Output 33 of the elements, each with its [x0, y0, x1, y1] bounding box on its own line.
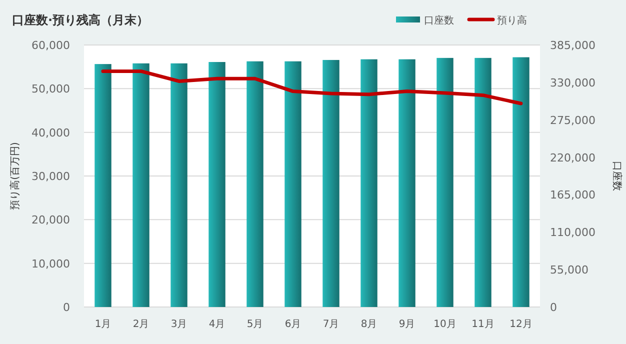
y-tick-label: 30,000 — [32, 170, 70, 183]
x-tick-label: 4月 — [208, 319, 226, 330]
x-tick-label: 3月 — [170, 319, 188, 330]
x-tick-label: 5月 — [246, 319, 264, 330]
chart-title: 口座数·預り残高（月末） — [12, 13, 149, 27]
y-tick-label: 20,000 — [32, 214, 70, 227]
legend-label: 口座数 — [424, 14, 454, 26]
y2-tick-label: 220,000 — [550, 151, 596, 164]
y2-tick-label: 165,000 — [550, 188, 596, 202]
x-tick-label: 10月 — [434, 319, 456, 330]
y2-tick-label: 110,000 — [550, 226, 596, 240]
x-tick-label: 6月 — [284, 319, 302, 330]
y2-tick-label: 330,000 — [550, 76, 596, 90]
y2-tick-label: 0 — [550, 301, 557, 314]
x-tick-label: 2月 — [132, 319, 150, 330]
y2-tick-label: 275,000 — [550, 114, 596, 127]
x-tick-label: 8月 — [360, 319, 378, 330]
x-tick-label: 11月 — [472, 319, 494, 330]
y-tick-label: 40,000 — [32, 126, 70, 140]
y-tick-label: 10,000 — [32, 257, 70, 270]
x-tick-label: 7月 — [322, 319, 340, 330]
x-tick-label: 12月 — [510, 319, 532, 330]
legend-label: 預り高 — [497, 14, 527, 26]
x-tick-label: 9月 — [398, 319, 416, 330]
y2-axis-title: 口座数 — [611, 161, 623, 191]
x-tick-label: 1月 — [94, 319, 112, 330]
y-tick-label: 60,000 — [32, 39, 70, 52]
y-axis-title: 預り高(百万円) — [9, 142, 21, 210]
line-series — [101, 69, 523, 106]
y-tick-label: 50,000 — [32, 82, 70, 96]
y2-tick-label: 55,000 — [550, 264, 588, 277]
y-tick-label: 0 — [63, 301, 70, 314]
y2-tick-label: 385,000 — [550, 39, 596, 52]
